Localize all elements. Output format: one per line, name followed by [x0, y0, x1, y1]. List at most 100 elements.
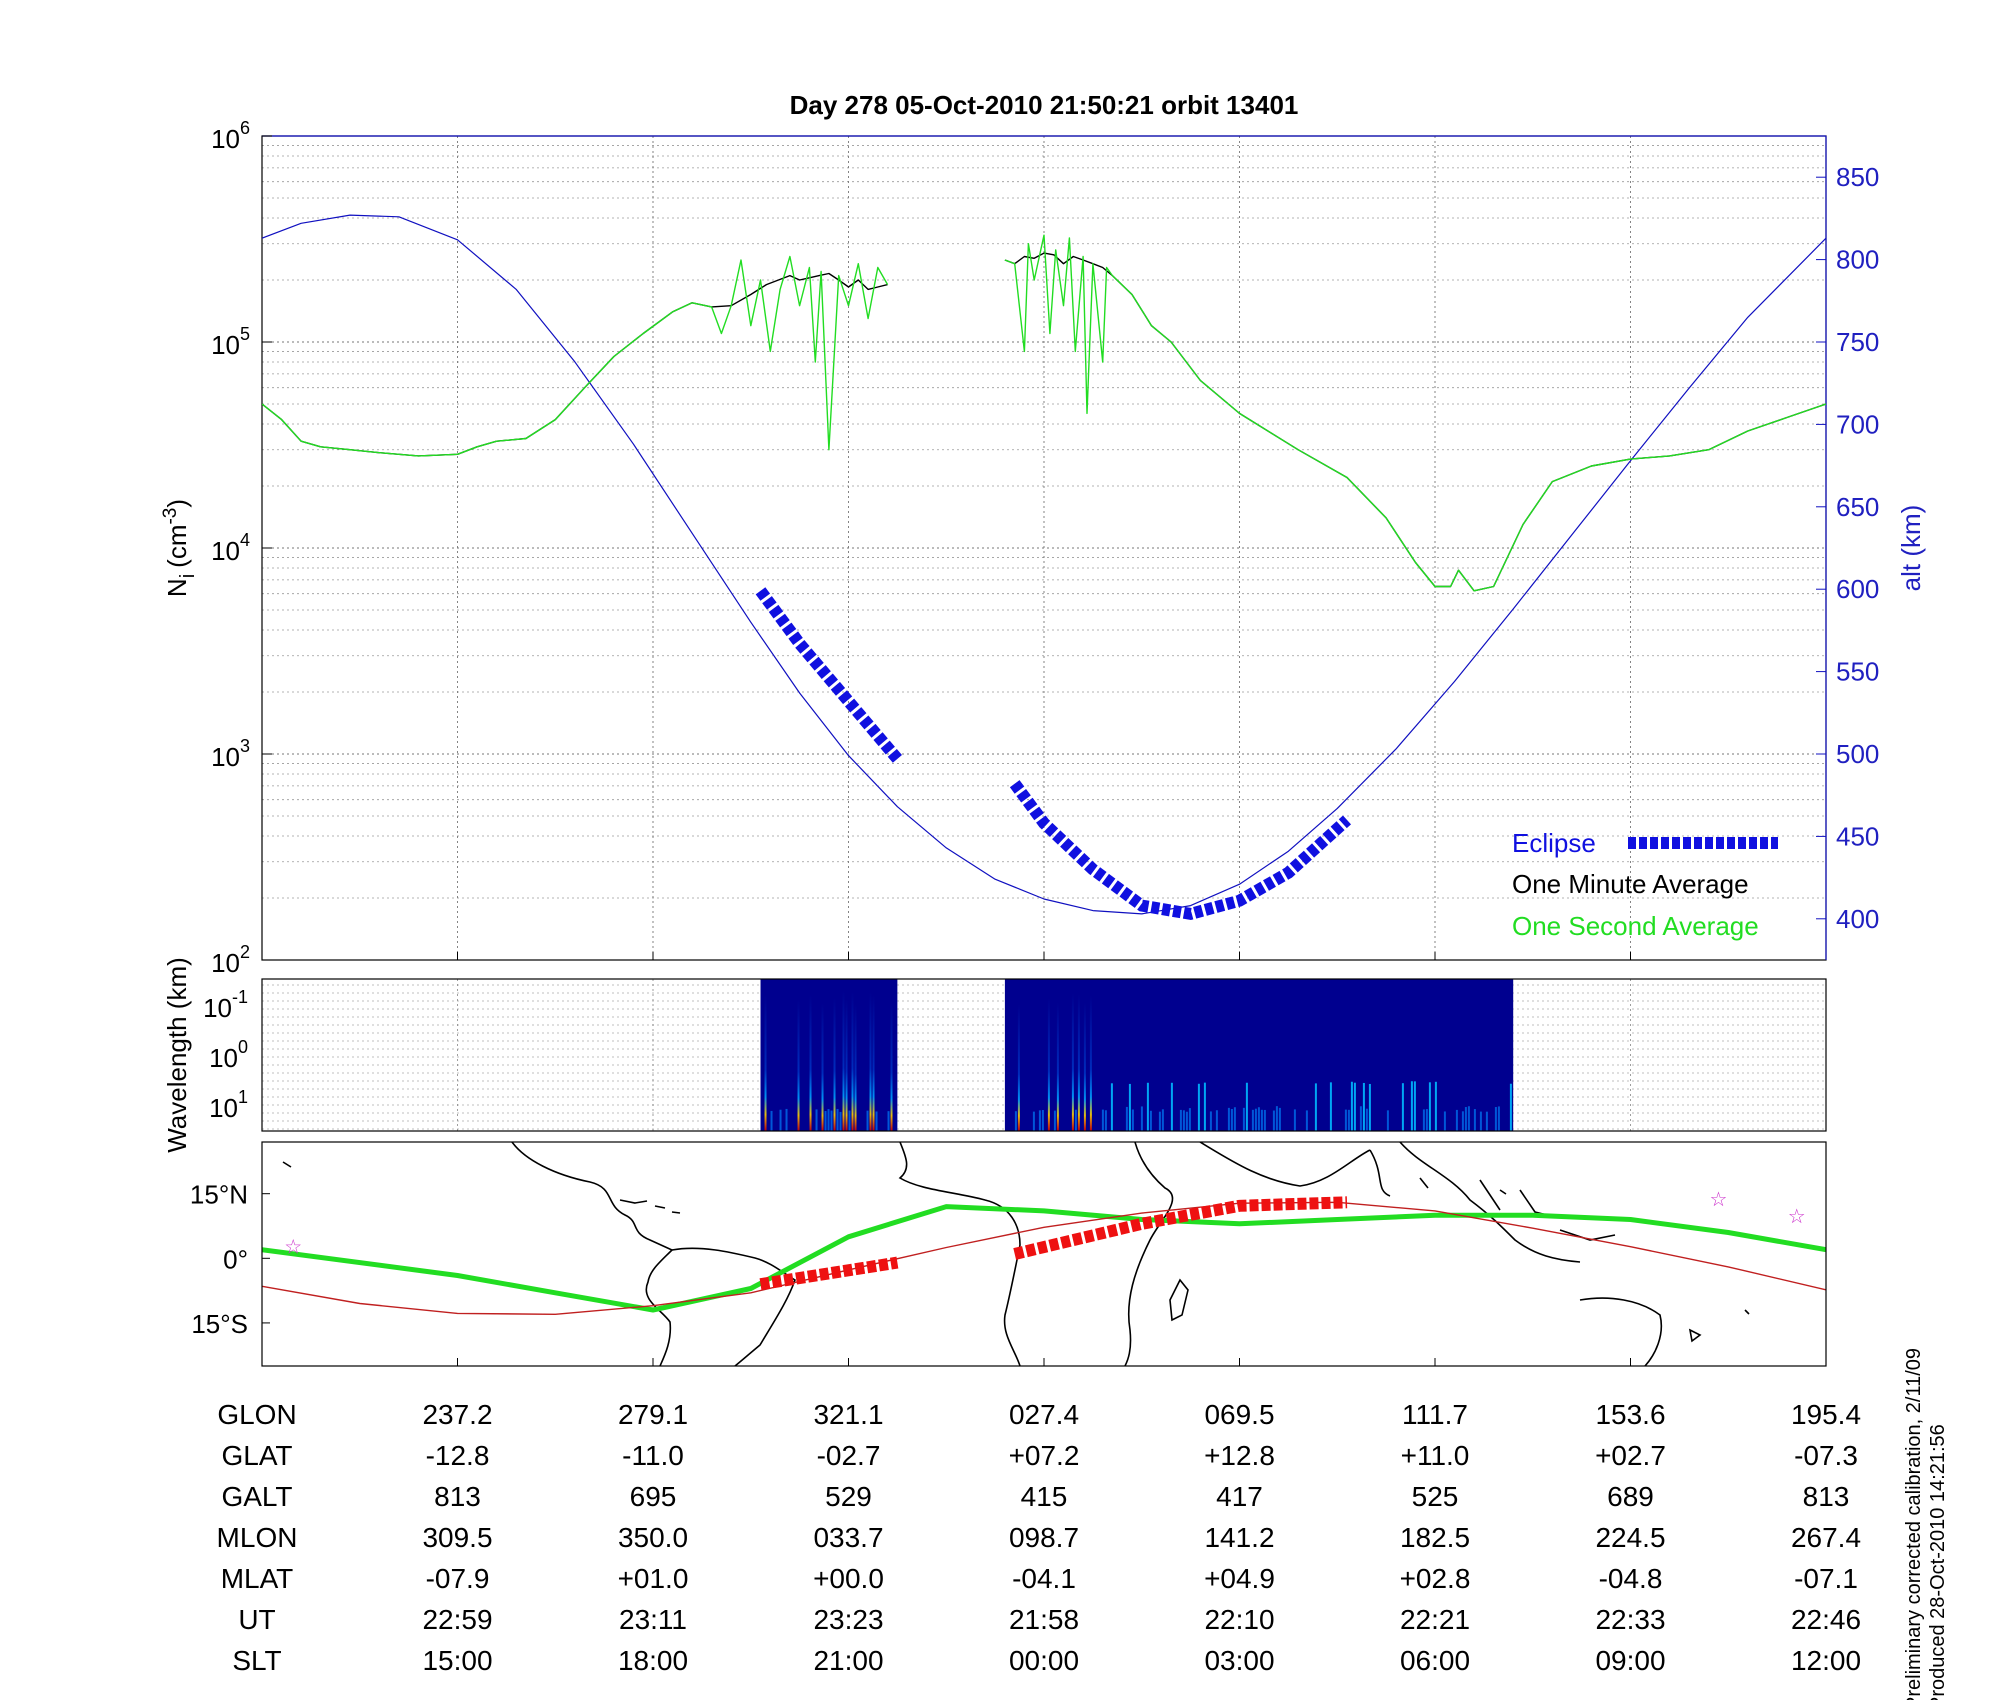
- table-cell: 21:58: [1009, 1604, 1079, 1635]
- spectrogram-streak: [1257, 1107, 1260, 1131]
- spectrogram-streak: [1233, 1107, 1236, 1131]
- spectrogram-streak: [1401, 1083, 1404, 1131]
- coastline-islands: [1419, 1177, 1750, 1343]
- spectrogram-streak: [1188, 1108, 1191, 1131]
- spectrogram-y-tick-label: 10-1: [203, 987, 248, 1023]
- table-cell: -04.8: [1599, 1563, 1663, 1594]
- spectrogram-streak: [1329, 1082, 1332, 1131]
- right-y-ticks: 400 450 500 550 600 650 700 750 800 850: [1816, 162, 1879, 934]
- table-row-label: UT: [238, 1604, 275, 1635]
- star-marker: ☆: [1710, 1189, 1728, 1211]
- spectrogram-streak: [1278, 1107, 1281, 1131]
- map-y-tick-label: 15°S: [191, 1309, 248, 1339]
- y-tick-base: 10: [211, 330, 240, 360]
- y-axis-label-units: (cm: [162, 525, 192, 568]
- y2-tick-label: 400: [1836, 904, 1879, 934]
- map-plot: ☆ ☆ ☆: [262, 1189, 1826, 1315]
- table-cell: 695: [630, 1481, 677, 1512]
- spectrogram-streak: [1263, 1109, 1266, 1131]
- table-cell: +01.0: [618, 1563, 689, 1594]
- legend: Eclipse One Minute Average One Second Av…: [1512, 828, 1778, 941]
- table-cell: -07.1: [1794, 1563, 1858, 1594]
- table-cell: -12.8: [426, 1440, 490, 1471]
- spectrogram-streak: [1428, 1082, 1431, 1131]
- table-cell: -04.1: [1012, 1563, 1076, 1594]
- table-cell: 23:11: [619, 1604, 687, 1635]
- table-cell: 321.1: [813, 1399, 883, 1430]
- spectrogram-streak: [833, 997, 836, 1131]
- table-cell: -11.0: [622, 1440, 684, 1471]
- y-tick-exponent: 3: [240, 736, 250, 756]
- table-cell: 06:00: [1400, 1645, 1470, 1676]
- spectrogram-streak: [1422, 1109, 1425, 1131]
- top-panel-grid: [262, 136, 1826, 960]
- spectrogram-streak: [866, 1110, 869, 1131]
- star-marker: ☆: [284, 1236, 302, 1258]
- spectrogram-streak: [1056, 1002, 1059, 1131]
- spectrogram-streak: [1494, 1107, 1497, 1131]
- coastline-arabia-india: [1199, 1142, 1391, 1197]
- coastline-south-america: [671, 1247, 796, 1366]
- spectrogram-streak: [1365, 1108, 1368, 1131]
- y-axis-label-close: ): [162, 499, 192, 508]
- table-cell: 350.0: [618, 1522, 688, 1553]
- spectrogram-streak: [1347, 1109, 1350, 1131]
- spectrogram-streak: [1410, 1081, 1413, 1131]
- top-panel-plot: [262, 214, 1826, 921]
- spectrogram-frame: [261, 978, 1827, 1132]
- spectrogram-y-tick-exponent: 1: [238, 1087, 248, 1107]
- spectrogram-streak: [1362, 1082, 1365, 1131]
- table-cell: 111.7: [1402, 1399, 1468, 1430]
- table-cell: 22:33: [1595, 1604, 1665, 1635]
- spectrogram-streak: [1413, 1081, 1416, 1131]
- table-cell: 027.4: [1009, 1399, 1079, 1430]
- y-tick-base: 10: [211, 948, 240, 978]
- spectrogram-streak: [1179, 1109, 1182, 1131]
- spectrogram-streak: [872, 994, 875, 1131]
- y2-tick-label: 700: [1836, 409, 1879, 439]
- spectrogram-streak: [1053, 1110, 1056, 1131]
- spectrogram-streak: [1293, 1109, 1296, 1131]
- spectrogram-y-tick-base: 10: [209, 1043, 238, 1073]
- eclipse-segment: [1009, 780, 1352, 921]
- spectrogram-streak: [1203, 1082, 1206, 1131]
- table-row-label: MLON: [217, 1522, 298, 1553]
- spectrogram-streak: [1041, 1109, 1044, 1131]
- table-cell: 141.2: [1204, 1522, 1274, 1553]
- spectrogram-streak: [1314, 1083, 1317, 1131]
- map-frame: [261, 1141, 1827, 1367]
- table-cell: 098.7: [1009, 1522, 1079, 1553]
- table-cell: 525: [1412, 1481, 1459, 1512]
- table-cell: 279.1: [618, 1399, 688, 1430]
- spectrogram-streak: [1359, 1106, 1362, 1131]
- coastline-africa: [898, 1142, 1021, 1366]
- table-cell: 417: [1216, 1481, 1263, 1512]
- spectrogram-streak: [1161, 1109, 1164, 1131]
- spectrogram-y-tick-base: 10: [203, 993, 232, 1023]
- spectrogram-streak: [1497, 1106, 1500, 1131]
- coastline-southeast-asia: [1399, 1142, 1616, 1263]
- spectrogram-streak: [1032, 1111, 1035, 1131]
- y-tick-exponent: 4: [240, 530, 250, 550]
- table-cell: 03:00: [1204, 1645, 1274, 1676]
- table-row-label: GLON: [217, 1399, 296, 1430]
- y-tick-label: 105: [211, 324, 250, 360]
- spectrogram-streak: [845, 999, 848, 1131]
- table-cell: 21:00: [813, 1645, 883, 1676]
- spectrogram-streak: [1110, 1083, 1113, 1131]
- table-cell: 069.5: [1204, 1399, 1274, 1430]
- spectrogram-streak: [1209, 1111, 1212, 1131]
- table-cell: +12.8: [1204, 1440, 1275, 1471]
- series-one-second-average: [1004, 234, 1826, 592]
- y-tick-label: 106: [211, 118, 250, 154]
- spectrogram-y-tick-exponent: -1: [232, 987, 248, 1007]
- spectrogram-streak: [1272, 1110, 1275, 1131]
- series-alt-km-: [262, 214, 1826, 915]
- spectrogram-streak: [830, 1110, 833, 1131]
- table-cell: +04.9: [1204, 1563, 1275, 1594]
- spectrogram-streak: [1149, 1110, 1152, 1131]
- table-cell: 22:21: [1400, 1604, 1470, 1635]
